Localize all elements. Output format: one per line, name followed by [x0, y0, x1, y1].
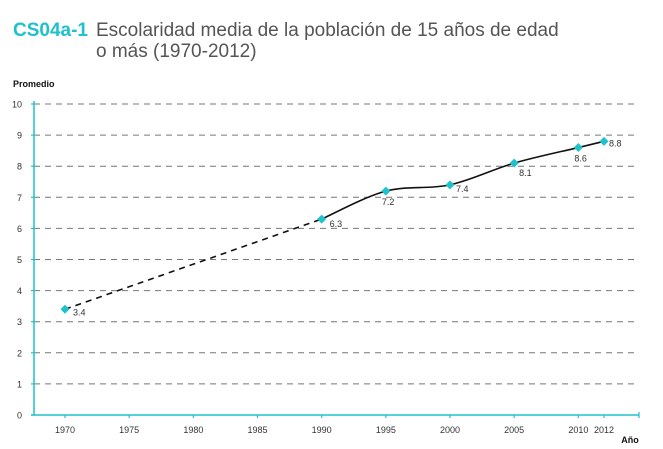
y-tick-label: 10	[12, 100, 22, 110]
x-axis-label: Año	[621, 435, 639, 445]
data-point-marker	[509, 158, 519, 168]
x-tick-label: 1985	[247, 425, 267, 435]
data-label: 3.4	[73, 307, 86, 317]
y-tick-label: 6	[17, 224, 22, 234]
y-axis-label: Promedio	[13, 79, 55, 89]
x-tick-label: 1980	[183, 425, 203, 435]
x-ticks: 1970 1975 1980 1985 1990 1995 2000 2005 2010 2012	[55, 415, 614, 435]
y-tick-label: 8	[17, 162, 22, 172]
y-tick-label: 9	[17, 131, 22, 141]
data-point-marker	[317, 214, 327, 224]
x-tick-label: 2005	[504, 425, 524, 435]
series-line-solid	[321, 140, 605, 220]
x-tick-label: 2010	[568, 425, 588, 435]
data-label: 8.8	[609, 138, 622, 148]
x-tick-label: 1975	[119, 425, 139, 435]
series: 3.4 6.3 7.2 7.4 8.1 8.6 8.8	[60, 136, 622, 317]
data-point-marker	[573, 143, 583, 153]
y-tick-label: 2	[17, 348, 22, 358]
y-tick-label: 0	[17, 411, 22, 421]
y-tick-label: 3	[17, 317, 22, 327]
gridlines	[34, 103, 639, 385]
x-tick-label: 2000	[440, 425, 460, 435]
x-tick-label: 2012	[594, 425, 614, 435]
axes	[31, 101, 640, 418]
y-tick-label: 5	[17, 255, 22, 265]
data-point-marker	[445, 180, 455, 190]
chart-title-line-2: o más (1970-2012)	[96, 41, 257, 62]
chart-title-line-1: Escolaridad media de la población de 15 …	[96, 20, 559, 41]
data-point-marker	[381, 186, 391, 196]
data-label: 7.4	[456, 184, 469, 194]
data-label: 8.1	[519, 168, 532, 178]
x-tick-label: 1970	[55, 425, 75, 435]
y-tick-label: 7	[17, 193, 22, 203]
data-point-marker	[60, 304, 70, 314]
y-tick-label: 4	[17, 286, 22, 296]
data-label: 6.3	[330, 219, 343, 229]
y-tick-label: 1	[17, 379, 22, 389]
series-line-dashed	[64, 218, 322, 311]
data-label: 7.2	[382, 197, 395, 207]
chart-title: Escolaridad media de la población de 15 …	[96, 20, 566, 62]
data-point-marker	[599, 136, 609, 146]
chart-code: CS04a-1	[13, 20, 88, 41]
data-label: 8.6	[574, 154, 587, 164]
x-tick-label: 1995	[376, 425, 396, 435]
x-tick-label: 1990	[312, 425, 332, 435]
y-ticks: 0 1 2 3 4 5 6 7 8 9 10	[12, 100, 35, 421]
